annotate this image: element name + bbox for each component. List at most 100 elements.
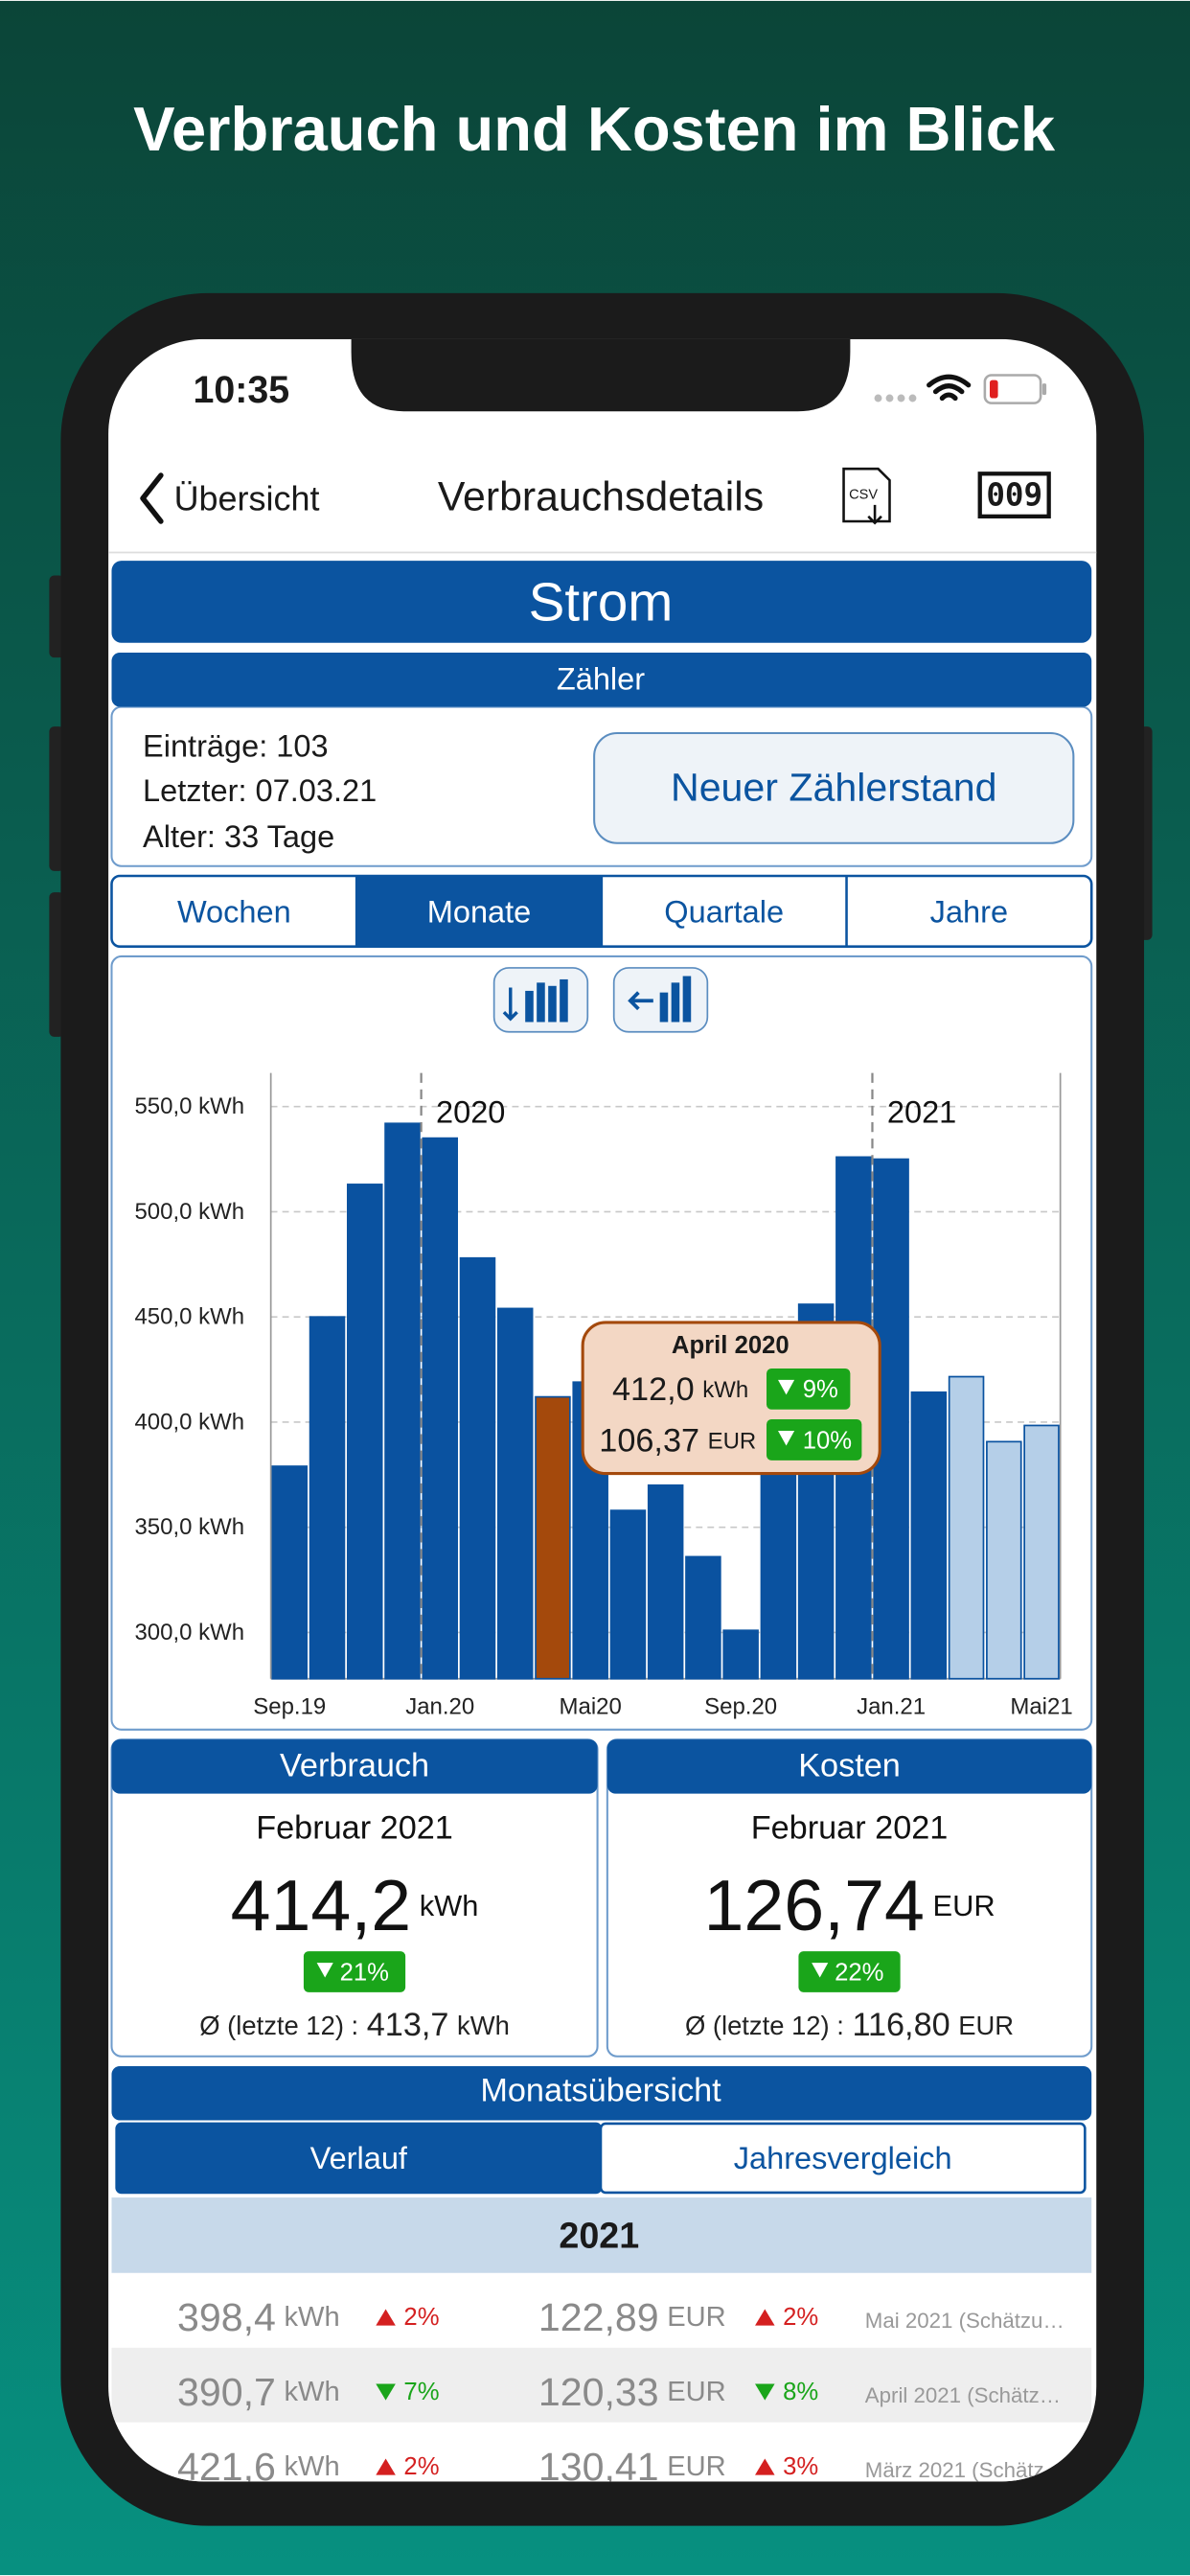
- tab[interactable]: Monate: [427, 895, 532, 930]
- tooltip-value: 106,37: [599, 1422, 699, 1459]
- new-reading-label: Neuer Zählerstand: [671, 766, 996, 810]
- unit: EUR: [933, 1889, 995, 1922]
- nav-title: Verbrauchsdetails: [438, 473, 764, 519]
- year-annotation: 2021: [887, 1095, 956, 1130]
- side-button: [49, 892, 64, 1037]
- back-chevron[interactable]: [140, 472, 164, 524]
- y-tick-label: 400,0 kWh: [134, 1409, 244, 1435]
- tab[interactable]: Quartale: [664, 895, 784, 930]
- cost: 120,33 EUR: [538, 2370, 726, 2414]
- down-triangle: [316, 1963, 333, 1978]
- bar: [422, 1137, 458, 1680]
- average-label: Ø (letzte 12) :: [685, 2011, 844, 2040]
- month: April 2021 (Schätz…: [865, 2383, 1061, 2407]
- x-tick-label: Jan.21: [857, 1693, 926, 1719]
- tooltip-badge: [767, 1368, 851, 1410]
- overview-header-label: Monatsübersicht: [480, 2073, 721, 2109]
- summary-period: Februar 2021: [256, 1810, 453, 1847]
- battery-level: [990, 380, 998, 399]
- bar: [271, 1465, 309, 1680]
- y-tick-label: 550,0 kWh: [134, 1093, 244, 1119]
- bar: [760, 1442, 797, 1680]
- summary-header-label: Kosten: [798, 1748, 901, 1784]
- change-badge: [303, 1951, 406, 1992]
- tooltip-cost: 106,37 EUR: [599, 1422, 756, 1459]
- bar: [384, 1122, 421, 1680]
- consumption-change: 2%: [403, 2453, 439, 2480]
- change: 22%: [835, 1959, 883, 1986]
- average: Ø (letzte 12) : 413,7 kWh: [199, 2007, 510, 2043]
- value: 130,41: [538, 2445, 659, 2489]
- year-label: 2021: [559, 2215, 639, 2255]
- up-triangle: [376, 2458, 396, 2475]
- meter-line: Einträge: 103: [143, 729, 329, 764]
- value: 421,6: [177, 2445, 276, 2489]
- overview-header: [111, 2066, 1092, 2121]
- tooltip-unit: kWh: [702, 1377, 748, 1403]
- summary-header: [111, 1739, 598, 1794]
- back-button[interactable]: Übersicht: [174, 478, 320, 518]
- tooltip-value: 412,0: [612, 1371, 695, 1408]
- year-row: [111, 2197, 1092, 2273]
- overview-rows: 398,4 kWh 2% 122,89 EUR 2% Mai 2021 (Schätzu… 3…: [111, 2272, 1092, 2489]
- y-tick-label: 350,0 kWh: [134, 1514, 244, 1540]
- tooltip-consumption: 412,0 kWh: [612, 1371, 748, 1408]
- bar: [948, 1375, 985, 1680]
- summary-header: [606, 1739, 1092, 1794]
- bar: [535, 1395, 571, 1680]
- unit: kWh: [284, 2377, 339, 2407]
- overview-tabs: Verlauf Jahresvergleich: [115, 2122, 1087, 2195]
- x-tick-label: Sep.20: [704, 1693, 777, 1719]
- y-tick-label: 450,0 kWh: [134, 1304, 244, 1330]
- unit: EUR: [667, 2302, 725, 2333]
- y-tick-label: 500,0 kWh: [134, 1199, 244, 1225]
- status-time: 10:35: [193, 369, 289, 411]
- value: 120,33: [538, 2370, 659, 2414]
- bar: [986, 1440, 1022, 1680]
- down-triangle: [778, 1431, 795, 1446]
- row-bg: [111, 2422, 1092, 2482]
- unit: EUR: [667, 2451, 725, 2482]
- change-badge: [798, 1951, 901, 1992]
- tooltip-unit: EUR: [708, 1428, 757, 1454]
- row-bg: [111, 2272, 1092, 2348]
- counter-icon[interactable]: [977, 472, 1051, 518]
- value: 126,74: [703, 1865, 925, 1945]
- tab[interactable]: Jahresvergleich: [734, 2141, 952, 2175]
- tab[interactable]: Jahre: [930, 895, 1008, 930]
- change: 21%: [340, 1959, 389, 1986]
- notch: [351, 338, 851, 412]
- sort-bars: [525, 978, 568, 1023]
- cost-change: 2%: [783, 2304, 818, 2331]
- scroll-bars: [659, 976, 692, 1023]
- new-reading-button[interactable]: [593, 731, 1075, 844]
- side-button: [49, 575, 64, 658]
- x-tick-label: Mai20: [560, 1693, 622, 1719]
- tab[interactable]: Verlauf: [310, 2141, 408, 2175]
- tab[interactable]: Wochen: [177, 895, 291, 930]
- csv-icon[interactable]: [842, 467, 891, 523]
- tooltip-title: April 2020: [672, 1332, 790, 1359]
- cost: 122,89 EUR: [538, 2295, 726, 2339]
- consumption-change: 7%: [403, 2379, 439, 2405]
- bar: [1023, 1424, 1060, 1680]
- signal: [874, 394, 917, 402]
- scroll-arrow: [628, 991, 653, 1011]
- bar: [459, 1256, 496, 1680]
- bar: [309, 1316, 346, 1680]
- summary-value: 414,2 kWh: [231, 1865, 479, 1945]
- unit: kWh: [420, 1889, 479, 1922]
- tooltip-change: 9%: [803, 1376, 838, 1403]
- up-triangle: [755, 2309, 775, 2326]
- down-triangle: [755, 2383, 775, 2401]
- section-band: [111, 561, 1092, 643]
- meter-header-label: Zähler: [557, 661, 645, 696]
- value: 122,89: [538, 2295, 659, 2339]
- tab-selected: [356, 876, 602, 947]
- cost-change: 8%: [783, 2379, 818, 2405]
- screen: 10:35 Übersicht Verbrauchsdetails CSV 00…: [108, 338, 1097, 2489]
- up-triangle: [376, 2309, 396, 2326]
- bar: [609, 1509, 647, 1680]
